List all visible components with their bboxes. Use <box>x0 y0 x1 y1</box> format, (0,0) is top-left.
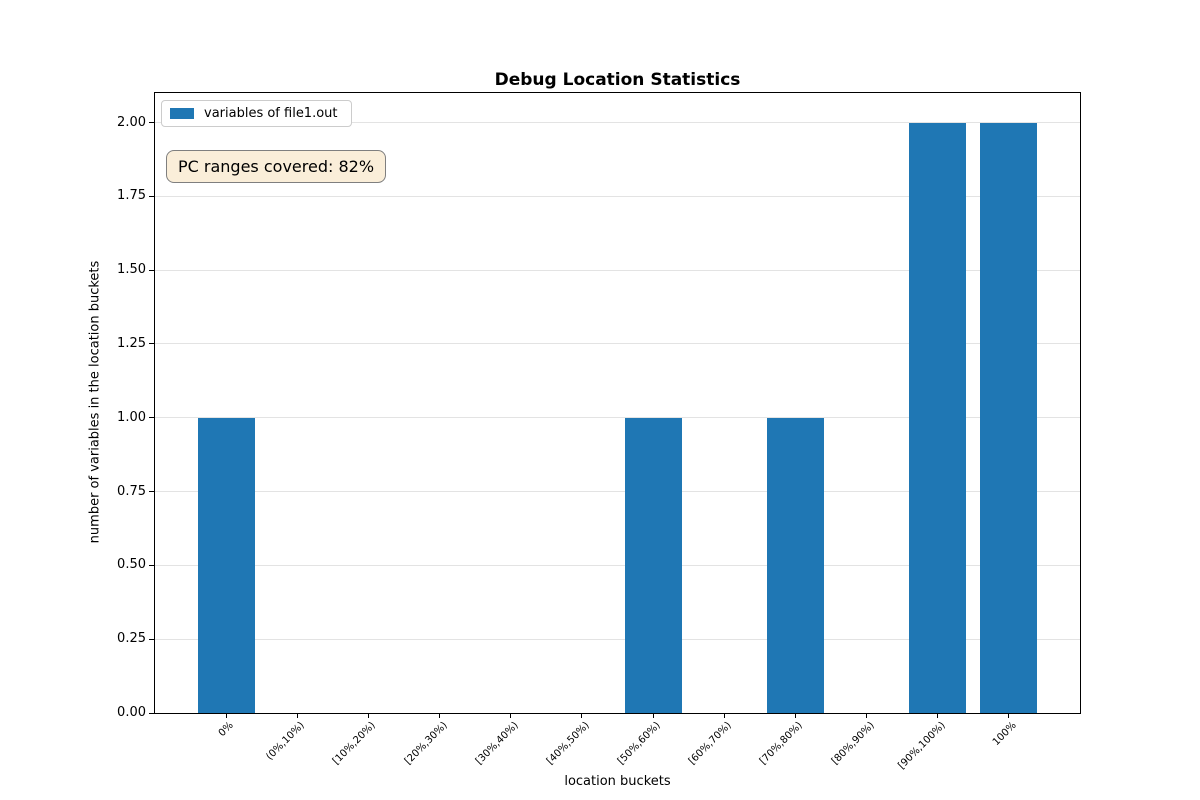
y-tickmark <box>149 417 154 419</box>
y-ticklabel: 1.00 <box>117 409 146 425</box>
x-tickmark <box>439 713 441 718</box>
y-tickmark <box>149 343 154 345</box>
y-tickmark <box>149 269 154 271</box>
legend-swatch-icon <box>170 108 194 119</box>
x-ticklabel: [20%,30%) <box>402 720 450 767</box>
x-tickmark <box>296 713 298 718</box>
gridline <box>155 269 1080 271</box>
gridline <box>155 417 1080 419</box>
gridline <box>155 638 1080 640</box>
y-tickmark <box>149 122 154 124</box>
x-ticklabel: (0%,10%) <box>264 720 308 763</box>
y-ticklabel: 0.25 <box>117 631 146 647</box>
bar-0% <box>197 417 255 713</box>
y-ticklabel: 1.75 <box>117 188 146 204</box>
x-tickmark <box>510 713 512 718</box>
x-axis-label: location buckets <box>564 774 671 789</box>
y-axis-label: number of variables in the location buck… <box>87 260 103 544</box>
x-ticklabel: [10%,20%) <box>331 720 379 767</box>
x-ticklabel: [50%,60%) <box>615 720 663 767</box>
legend-label: variables of file1.out <box>204 106 338 121</box>
chart-title: Debug Location Statistics <box>494 70 741 90</box>
y-tickmark <box>149 564 154 566</box>
y-tickmark <box>149 491 154 493</box>
x-ticklabel: [40%,50%) <box>544 720 592 767</box>
x-ticklabel: [60%,70%) <box>687 720 734 767</box>
x-tickmark <box>581 713 583 718</box>
annotation-box: PC ranges covered: 82% <box>166 150 387 183</box>
y-ticklabel: 2.00 <box>117 114 146 130</box>
x-ticklabel: 0% <box>216 720 236 740</box>
gridline <box>155 122 1080 124</box>
y-tickmark <box>149 195 154 197</box>
x-ticklabel: 100% <box>990 720 1019 748</box>
gridline <box>155 343 1080 345</box>
bar-[90%,100%) <box>909 122 967 713</box>
x-tickmark <box>794 713 796 718</box>
y-ticklabel: 0.00 <box>117 705 146 720</box>
x-tickmark <box>652 713 654 718</box>
y-ticklabel: 0.50 <box>117 557 146 573</box>
x-tickmark <box>225 713 227 718</box>
gridline <box>155 564 1080 566</box>
y-tickmark <box>149 712 154 714</box>
gridline <box>155 491 1080 493</box>
x-tickmark <box>866 713 868 718</box>
x-ticklabel: [70%,80%) <box>758 720 806 767</box>
x-tickmark <box>367 713 369 718</box>
x-ticklabel: [30%,40%) <box>473 720 521 767</box>
gridline <box>155 195 1080 197</box>
x-tickmark <box>937 713 939 718</box>
x-ticklabel: [80%,90%) <box>829 720 877 767</box>
bar-100% <box>980 122 1038 713</box>
y-ticklabel: 1.50 <box>117 262 146 278</box>
x-tickmark <box>723 713 725 718</box>
y-ticklabel: 1.25 <box>117 335 146 351</box>
y-tickmark <box>149 638 154 640</box>
plot-area: variables of file1.out PC ranges covered… <box>154 92 1081 718</box>
x-tickmark <box>1008 713 1010 718</box>
bar-[50%,60%) <box>624 417 682 713</box>
legend: variables of file1.out <box>161 100 352 127</box>
x-ticklabel: [90%,100%) <box>895 720 948 772</box>
bar-[70%,80%) <box>766 417 824 713</box>
y-ticklabel: 0.75 <box>117 483 146 499</box>
